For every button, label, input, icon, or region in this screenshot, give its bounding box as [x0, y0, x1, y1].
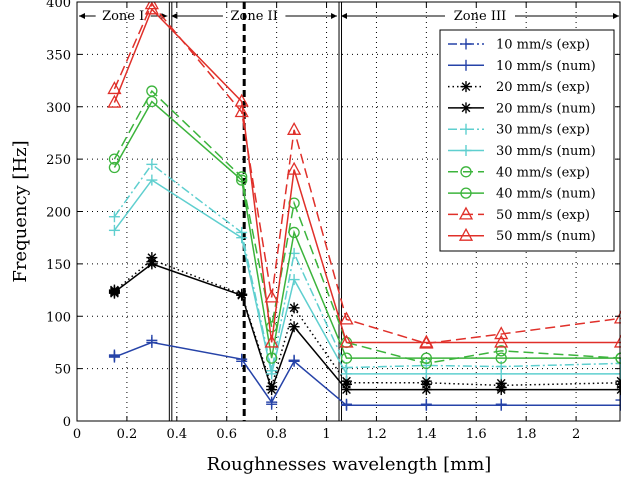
x-tick-label: 0.4 [166, 427, 187, 442]
x-tick-label: 0.2 [117, 427, 138, 442]
y-tick-label: 0 [63, 415, 71, 430]
legend-label: 20 mm/s (exp) [496, 80, 590, 95]
legend-label: 20 mm/s (num) [496, 101, 596, 116]
x-tick-label: 1 [322, 427, 330, 442]
data-point [289, 302, 300, 313]
x-axis-title: Roughnesses wavelength [mm] [207, 454, 492, 475]
y-tick-label: 100 [46, 310, 71, 325]
zone-label: Zone II [231, 9, 278, 24]
zone-label: Zone III [454, 9, 506, 24]
y-tick-label: 150 [46, 258, 71, 273]
legend-label: 30 mm/s (exp) [496, 123, 590, 138]
x-tick-label: 2 [572, 427, 580, 442]
legend-label: 50 mm/s (exp) [496, 208, 590, 223]
series-0 [109, 335, 621, 410]
series-2 [109, 252, 621, 393]
y-tick-label: 350 [46, 48, 71, 63]
legend-label: 40 mm/s (exp) [496, 165, 590, 180]
x-tick-label: 0.6 [216, 427, 237, 442]
legend-marker [461, 81, 472, 92]
y-tick-label: 200 [46, 206, 71, 221]
legend-marker [461, 102, 472, 113]
legend-label: 40 mm/s (num) [496, 187, 596, 202]
legend-label: 10 mm/s (num) [496, 59, 596, 74]
legend: 10 mm/s (exp) 10 mm/s (num) 20 mm/s (exp) 2… [440, 30, 614, 251]
y-tick-label: 400 [46, 0, 71, 11]
y-tick-label: 250 [46, 153, 71, 168]
x-tick-label: 0 [73, 427, 81, 442]
x-tick-label: 1.2 [366, 427, 387, 442]
x-tick-label: 0.8 [266, 427, 287, 442]
legend-label: 10 mm/s (exp) [496, 38, 590, 53]
series-line [114, 264, 621, 390]
x-tick-label: 1.8 [516, 427, 537, 442]
y-tick-label: 50 [54, 363, 71, 378]
x-tick-label: 1.6 [466, 427, 487, 442]
x-tick-label: 1.4 [416, 427, 437, 442]
y-axis-title: Frequency [Hz] [10, 140, 31, 282]
zone-label: Zone I [102, 9, 144, 24]
legend-label: 30 mm/s (num) [496, 144, 596, 159]
y-tick-label: 300 [46, 101, 71, 116]
legend-label: 50 mm/s (num) [496, 229, 596, 244]
